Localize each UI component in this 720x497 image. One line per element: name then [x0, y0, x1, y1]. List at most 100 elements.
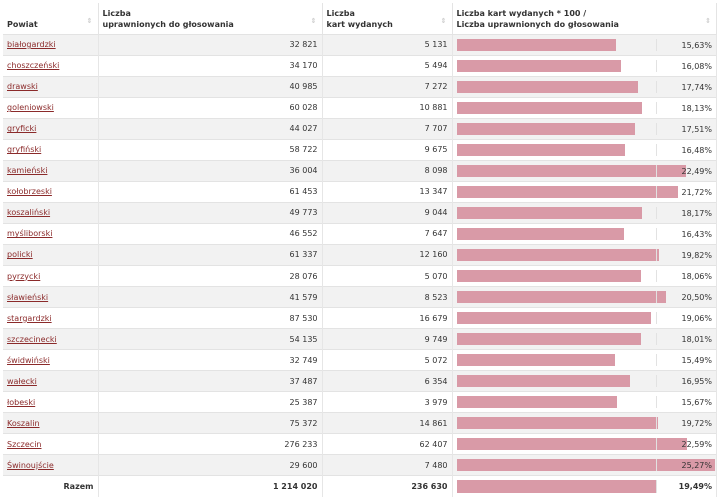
powiat-link[interactable]: policki: [7, 250, 33, 260]
table-row: gryficki 44 027 7 707 17,51%: [3, 117, 717, 140]
eligible-cell: 75 372: [98, 412, 323, 434]
ratio-value: 20,50%: [681, 293, 712, 303]
powiat-cell: goleniowski: [3, 96, 99, 119]
ratio-value: 22,59%: [681, 440, 712, 450]
average-marker: [655, 270, 657, 283]
table-row: drawski 40 985 7 272 17,74%: [3, 75, 717, 98]
powiat-cell: świdwiński: [3, 349, 99, 371]
powiat-link[interactable]: myśliborski: [7, 229, 53, 239]
ratio-bar-fill: [456, 333, 641, 346]
table-row: myśliborski 46 552 7 647 16,43%: [3, 222, 717, 245]
table-row: kamieński 36 004 8 098 22,49%: [3, 159, 717, 182]
ratio-cell: 18,13%: [452, 96, 717, 119]
powiat-cell: Koszalin: [3, 412, 99, 434]
powiat-link[interactable]: Świnoujście: [7, 460, 54, 470]
eligible-cell: 87 530: [98, 307, 323, 329]
powiat-cell: sławieński: [3, 286, 99, 308]
cards-cell: 7 272: [322, 75, 453, 98]
powiat-link[interactable]: pyrzycki: [7, 271, 41, 281]
powiat-link[interactable]: sławieński: [7, 292, 49, 302]
powiat-link[interactable]: stargardzki: [7, 313, 52, 323]
average-marker: [655, 333, 657, 346]
cards-cell: 8 523: [322, 286, 453, 308]
total-cards: 236 630: [322, 475, 453, 497]
ratio-cell: 19,49%: [452, 475, 717, 497]
sort-icon: ⇕: [310, 17, 317, 25]
ratio-bar: 22,59%: [456, 438, 716, 451]
ratio-bar: 15,67%: [456, 396, 716, 409]
powiat-link[interactable]: gryfiński: [7, 145, 42, 155]
total-label: Razem: [3, 475, 99, 497]
ratio-bar: 15,49%: [456, 354, 716, 367]
powiat-link[interactable]: wałecki: [7, 376, 37, 386]
table-row: kołobrzeski 61 453 13 347 21,72%: [3, 180, 717, 203]
ratio-value: 18,01%: [681, 335, 712, 345]
header-ratio[interactable]: Liczba kart wydanych * 100 /Liczba upraw…: [452, 3, 717, 34]
powiat-link[interactable]: łobeski: [7, 397, 36, 407]
total-row: Razem 1 214 020 236 630 19,49%: [3, 475, 717, 497]
table-row: szczecinecki 54 135 9 749 18,01%: [3, 328, 717, 350]
header-cards[interactable]: Liczba kart wydanych ⇕: [322, 3, 453, 34]
average-marker: [655, 206, 657, 219]
table-row: stargardzki 87 530 16 679 19,06%: [3, 307, 717, 329]
ratio-value: 16,48%: [681, 145, 712, 155]
ratio-cell: 15,63%: [452, 33, 717, 56]
ratio-cell: 19,82%: [452, 243, 717, 266]
powiat-link[interactable]: szczecinecki: [7, 334, 57, 344]
ratio-cell: 21,72%: [452, 180, 717, 203]
table-row: sławieński 41 579 8 523 20,50%: [3, 286, 717, 308]
powiat-cell: gryfiński: [3, 138, 99, 161]
average-marker: [655, 354, 657, 367]
powiat-link[interactable]: drawski: [7, 82, 38, 92]
powiat-link[interactable]: koszaliński: [7, 208, 51, 218]
ratio-bar-fill: [456, 80, 638, 93]
powiat-link[interactable]: choszczeński: [7, 61, 60, 71]
powiat-link[interactable]: kołobrzeski: [7, 187, 52, 197]
powiat-cell: koszaliński: [3, 201, 99, 224]
ratio-bar-fill: [456, 143, 625, 156]
average-marker: [655, 59, 657, 72]
average-marker: [655, 227, 657, 240]
header-eligible[interactable]: Liczba uprawnionych do głosowania ⇕: [98, 3, 323, 34]
ratio-value: 16,08%: [681, 61, 712, 71]
ratio-value: 16,95%: [681, 377, 712, 387]
ratio-cell: 22,49%: [452, 159, 717, 182]
powiat-link[interactable]: gryficki: [7, 124, 37, 134]
powiat-link[interactable]: Koszalin: [7, 418, 40, 428]
cards-cell: 8 098: [322, 159, 453, 182]
ratio-bar: 18,01%: [456, 333, 716, 346]
sort-icon: ⇕: [440, 17, 447, 25]
ratio-bar-fill: [456, 291, 666, 304]
powiat-link[interactable]: kamieński: [7, 166, 48, 176]
cards-cell: 5 072: [322, 349, 453, 371]
powiat-cell: białogardzki: [3, 33, 99, 56]
ratio-bar-fill: [456, 227, 625, 240]
total-eligible: 1 214 020: [98, 475, 323, 497]
table-row: policki 61 337 12 160 19,82%: [3, 243, 717, 266]
ratio-bar: 18,06%: [456, 270, 716, 283]
average-marker: [655, 375, 657, 388]
average-marker: [655, 164, 657, 177]
turnout-table: Powiat ⇕ Liczba uprawnionych do głosowania…: [3, 3, 717, 497]
header-powiat[interactable]: Powiat ⇕: [3, 3, 99, 34]
ratio-bar-fill: [456, 38, 617, 51]
cards-cell: 10 881: [322, 96, 453, 119]
cards-cell: 7 647: [322, 222, 453, 245]
ratio-cell: 19,72%: [452, 412, 717, 434]
average-marker: [655, 101, 657, 114]
powiat-link[interactable]: Szczecin: [7, 439, 42, 449]
cards-cell: 9 044: [322, 201, 453, 224]
eligible-cell: 25 387: [98, 391, 323, 413]
powiat-cell: policki: [3, 243, 99, 266]
powiat-link[interactable]: goleniowski: [7, 103, 54, 113]
ratio-bar-fill: [456, 396, 617, 409]
ratio-cell: 16,43%: [452, 222, 717, 245]
cards-cell: 7 480: [322, 454, 453, 476]
ratio-cell: 25,27%: [452, 454, 717, 476]
table-row: Świnoujście 29 600 7 480 25,27%: [3, 454, 717, 476]
cards-cell: 9 675: [322, 138, 453, 161]
ratio-value: 19,49%: [678, 482, 712, 492]
powiat-link[interactable]: świdwiński: [7, 355, 50, 365]
powiat-link[interactable]: białogardzki: [7, 40, 56, 50]
ratio-cell: 15,49%: [452, 349, 717, 371]
